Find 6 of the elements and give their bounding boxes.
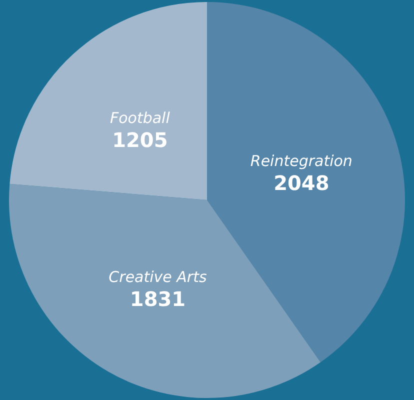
- data-label: 1831: [130, 286, 186, 311]
- slice-label: Reintegration: [250, 152, 352, 170]
- slice-label: Creative Arts: [108, 268, 207, 286]
- data-label: 2048: [274, 171, 330, 196]
- data-label: 1205: [112, 128, 168, 152]
- slice-label: Football: [110, 109, 171, 128]
